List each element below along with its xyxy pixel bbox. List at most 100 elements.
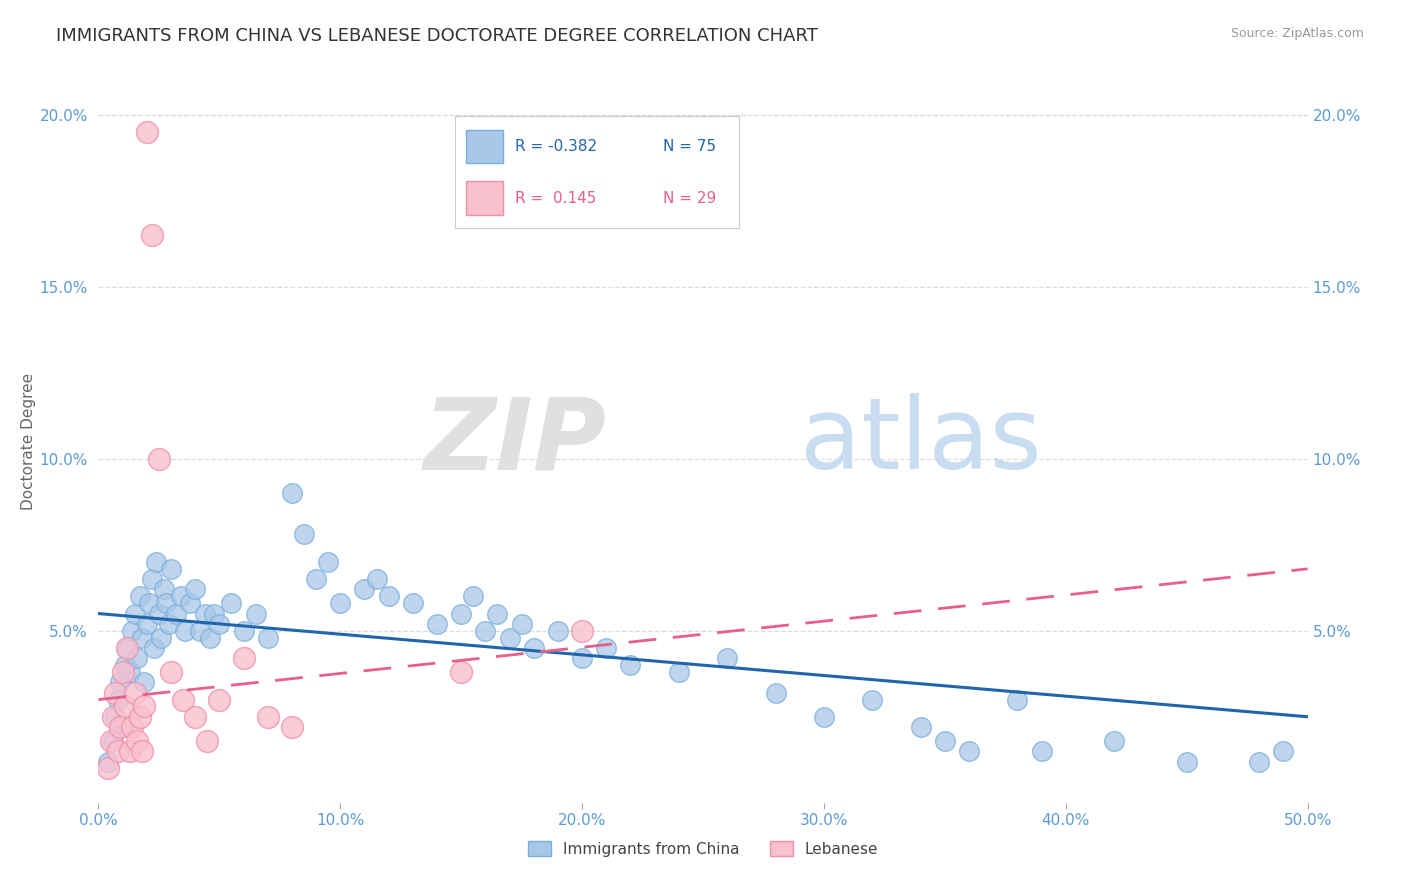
- Point: [366, 572, 388, 586]
- Point: [208, 616, 231, 631]
- Point: [510, 616, 533, 631]
- Point: [377, 590, 399, 604]
- Point: [107, 692, 129, 706]
- Point: [426, 616, 449, 631]
- Point: [184, 710, 207, 724]
- Point: [104, 686, 127, 700]
- Point: [450, 665, 472, 679]
- Point: [668, 665, 690, 679]
- Point: [104, 710, 127, 724]
- Point: [208, 692, 231, 706]
- Point: [256, 710, 278, 724]
- Point: [619, 658, 641, 673]
- Point: [101, 734, 124, 748]
- Point: [1102, 734, 1125, 748]
- Point: [148, 607, 170, 621]
- Point: [463, 590, 485, 604]
- Point: [498, 631, 520, 645]
- Point: [179, 596, 201, 610]
- Text: atlas: atlas: [800, 393, 1042, 490]
- Point: [194, 607, 217, 621]
- Point: [160, 665, 183, 679]
- Text: IMMIGRANTS FROM CHINA VS LEBANESE DOCTORATE DEGREE CORRELATION CHART: IMMIGRANTS FROM CHINA VS LEBANESE DOCTOR…: [56, 27, 818, 45]
- Point: [141, 228, 163, 243]
- Point: [1007, 692, 1029, 706]
- Point: [134, 699, 156, 714]
- Legend: Immigrants from China, Lebanese: Immigrants from China, Lebanese: [527, 841, 879, 856]
- Point: [131, 744, 153, 758]
- Point: [157, 616, 180, 631]
- Point: [108, 720, 131, 734]
- Point: [316, 555, 339, 569]
- Point: [547, 624, 569, 638]
- Point: [910, 720, 932, 734]
- Point: [111, 665, 134, 679]
- Point: [1175, 755, 1198, 769]
- Point: [204, 607, 226, 621]
- Point: [1272, 744, 1295, 758]
- Point: [934, 734, 956, 748]
- Point: [474, 624, 496, 638]
- Point: [155, 596, 177, 610]
- Point: [138, 596, 160, 610]
- Point: [145, 555, 167, 569]
- Point: [305, 572, 328, 586]
- Point: [1031, 744, 1053, 758]
- Point: [523, 640, 546, 655]
- Point: [127, 651, 149, 665]
- Point: [121, 720, 143, 734]
- Point: [131, 631, 153, 645]
- Point: [595, 640, 617, 655]
- Point: [114, 699, 136, 714]
- Point: [150, 631, 173, 645]
- Point: [353, 582, 375, 597]
- Point: [486, 607, 509, 621]
- Point: [141, 572, 163, 586]
- Point: [198, 631, 221, 645]
- Point: [148, 451, 170, 466]
- Point: [101, 710, 124, 724]
- Point: [143, 640, 166, 655]
- Point: [160, 562, 183, 576]
- Point: [135, 125, 157, 139]
- Point: [108, 675, 131, 690]
- Point: [135, 616, 157, 631]
- Point: [127, 734, 149, 748]
- Point: [165, 607, 187, 621]
- Point: [117, 640, 139, 655]
- Point: [232, 651, 254, 665]
- Point: [172, 692, 194, 706]
- Point: [232, 624, 254, 638]
- Point: [118, 744, 141, 758]
- Point: [128, 590, 150, 604]
- Point: [716, 651, 738, 665]
- Point: [107, 744, 129, 758]
- Point: [450, 607, 472, 621]
- Point: [765, 686, 787, 700]
- Point: [245, 607, 267, 621]
- Point: [128, 710, 150, 724]
- Point: [111, 720, 134, 734]
- Point: [134, 675, 156, 690]
- Point: [329, 596, 352, 610]
- Text: Source: ZipAtlas.com: Source: ZipAtlas.com: [1230, 27, 1364, 40]
- Point: [1249, 755, 1271, 769]
- Point: [292, 527, 315, 541]
- Point: [169, 590, 191, 604]
- Point: [571, 651, 593, 665]
- Point: [188, 624, 211, 638]
- Point: [860, 692, 883, 706]
- Point: [121, 624, 143, 638]
- Point: [100, 734, 122, 748]
- Point: [256, 631, 278, 645]
- Point: [124, 607, 146, 621]
- Point: [221, 596, 243, 610]
- Point: [184, 582, 207, 597]
- Point: [117, 640, 139, 655]
- Point: [97, 761, 120, 775]
- Point: [281, 720, 304, 734]
- Point: [97, 755, 120, 769]
- Point: [281, 486, 304, 500]
- Point: [124, 686, 146, 700]
- Point: [152, 582, 174, 597]
